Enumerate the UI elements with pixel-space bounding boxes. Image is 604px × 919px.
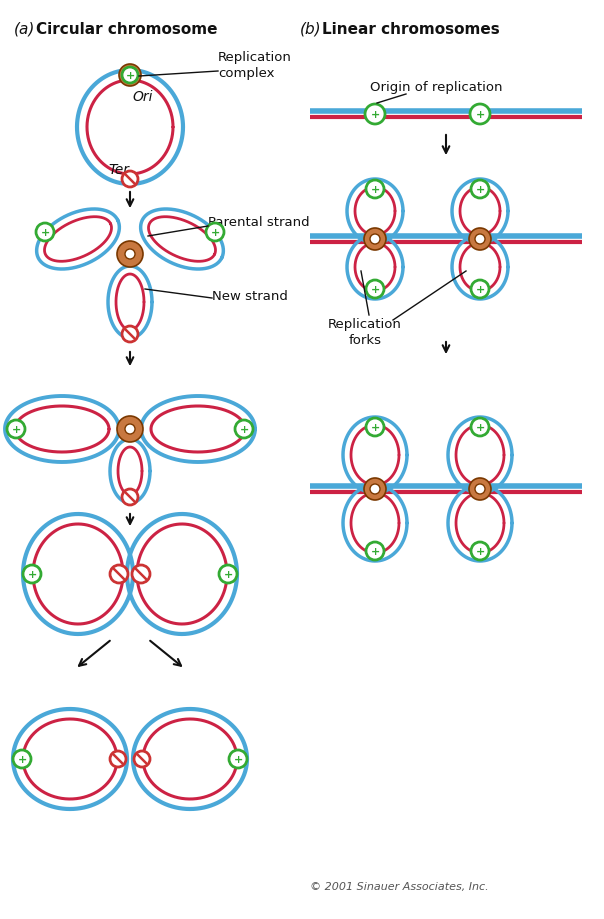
Circle shape: [110, 751, 126, 767]
Circle shape: [122, 172, 138, 187]
Circle shape: [470, 105, 490, 125]
Text: +: +: [27, 570, 37, 579]
Circle shape: [13, 750, 31, 768]
Circle shape: [122, 490, 138, 505]
Circle shape: [475, 234, 485, 244]
Text: Replication
complex: Replication complex: [218, 51, 292, 80]
Text: +: +: [370, 423, 380, 433]
Text: +: +: [210, 228, 220, 238]
Circle shape: [206, 223, 224, 242]
Circle shape: [110, 565, 128, 584]
Circle shape: [132, 565, 150, 584]
Circle shape: [366, 280, 384, 299]
Circle shape: [365, 105, 385, 125]
Text: +: +: [11, 425, 21, 435]
Text: +: +: [475, 285, 484, 295]
Circle shape: [364, 229, 386, 251]
Text: Linear chromosomes: Linear chromosomes: [322, 22, 500, 37]
Text: +: +: [40, 228, 50, 238]
Circle shape: [125, 71, 135, 81]
Circle shape: [36, 223, 54, 242]
Circle shape: [23, 565, 41, 584]
Text: Parental strand: Parental strand: [208, 216, 310, 229]
Circle shape: [469, 229, 491, 251]
Text: +: +: [370, 185, 380, 195]
Text: +: +: [18, 754, 27, 765]
Circle shape: [471, 418, 489, 437]
Circle shape: [469, 479, 491, 501]
Circle shape: [117, 242, 143, 267]
Circle shape: [125, 425, 135, 435]
Circle shape: [119, 65, 141, 87]
Circle shape: [125, 250, 135, 260]
Text: Ter: Ter: [108, 163, 129, 176]
Text: +: +: [370, 285, 380, 295]
Circle shape: [370, 234, 380, 244]
Circle shape: [366, 181, 384, 199]
Text: +: +: [239, 425, 249, 435]
Text: +: +: [223, 570, 233, 579]
Text: Circular chromosome: Circular chromosome: [36, 22, 217, 37]
Text: +: +: [475, 110, 484, 119]
Circle shape: [7, 421, 25, 438]
Text: Replication
forks: Replication forks: [328, 318, 402, 346]
Circle shape: [364, 479, 386, 501]
Text: +: +: [126, 71, 135, 81]
Text: © 2001 Sinauer Associates, Inc.: © 2001 Sinauer Associates, Inc.: [310, 881, 489, 891]
Circle shape: [475, 484, 485, 494]
Circle shape: [219, 565, 237, 584]
Text: +: +: [475, 423, 484, 433]
Circle shape: [122, 68, 138, 84]
Text: Ori: Ori: [132, 90, 152, 104]
Circle shape: [471, 542, 489, 561]
Circle shape: [366, 418, 384, 437]
Text: +: +: [370, 547, 380, 556]
Text: +: +: [475, 185, 484, 195]
Text: +: +: [233, 754, 243, 765]
Circle shape: [366, 542, 384, 561]
Circle shape: [134, 751, 150, 767]
Circle shape: [471, 181, 489, 199]
Circle shape: [122, 326, 138, 343]
Text: +: +: [475, 547, 484, 556]
Text: New strand: New strand: [212, 290, 288, 303]
Circle shape: [117, 416, 143, 443]
Text: (a): (a): [14, 22, 36, 37]
Text: Origin of replication: Origin of replication: [370, 80, 503, 94]
Circle shape: [229, 750, 247, 768]
Circle shape: [370, 484, 380, 494]
Text: +: +: [370, 110, 380, 119]
Text: (b): (b): [300, 22, 321, 37]
Circle shape: [235, 421, 253, 438]
Circle shape: [471, 280, 489, 299]
